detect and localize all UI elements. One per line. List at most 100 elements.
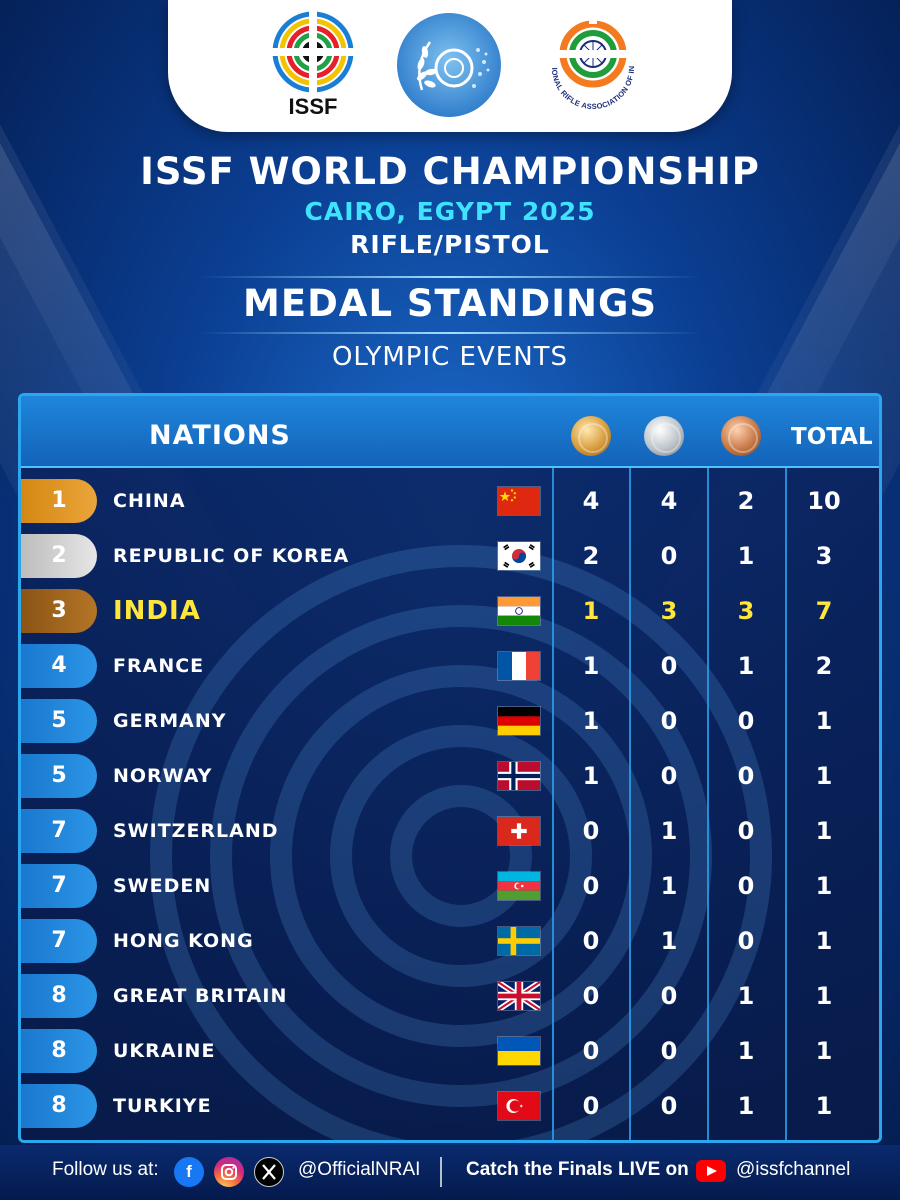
sweden-flag-icon [498,927,540,955]
table-row: 8 GREAT BRITAIN 0 0 1 1 [21,974,879,1018]
silver-count: 0 [660,982,678,1010]
gold-count: 0 [582,1092,600,1120]
gold-count: 1 [582,597,600,625]
championship-emblem [394,10,504,120]
table-header: NATIONS TOTAL [21,396,879,468]
gold-count: 2 [582,542,600,570]
gold-count: 0 [582,817,600,845]
silver-count: 0 [660,762,678,790]
column-divider [785,468,787,1140]
silver-count: 0 [660,652,678,680]
medal-table: NATIONS TOTAL 1 CHINA 4 4 2 10 2 REPUBLI… [18,393,882,1143]
table-row: 7 SWEDEN 0 1 0 1 [21,864,879,908]
divider [200,332,700,334]
bronze-count: 0 [737,707,755,735]
table-row: 4 FRANCE 1 0 1 2 [21,644,879,688]
rank-badge: 7 [21,864,97,908]
event-title: ISSF WORLD CHAMPIONSHIP [140,150,760,193]
nrai-logo: NATIONAL RIFLE ASSOCIATION OF INDIA [535,3,648,120]
bronze-medal-icon [721,416,761,456]
facebook-icon[interactable]: f [174,1157,204,1187]
column-divider [629,468,631,1140]
total-count: 7 [815,597,833,625]
germany-flag-icon [498,707,540,735]
gold-count: 1 [582,707,600,735]
total-count: 1 [815,762,833,790]
rank-badge: 4 [21,644,97,688]
issf-logo-text: ISSF [288,94,338,119]
nation-name: SWITZERLAND [113,820,279,842]
china-flag-icon [498,487,540,515]
logo-header: ISSF [168,0,732,132]
silver-count: 4 [660,487,678,515]
bronze-count: 0 [737,927,755,955]
uk-flag-icon [498,982,540,1010]
bronze-count: 1 [737,982,755,1010]
x-icon[interactable] [254,1157,284,1187]
nation-name: NORWAY [113,765,213,787]
switzerland-flag-icon [498,817,540,845]
bronze-count: 1 [737,542,755,570]
table-row: 8 TURKIYE 0 0 1 1 [21,1084,879,1128]
table-row: 7 SWITZERLAND 0 1 0 1 [21,809,879,853]
rank-badge: 8 [21,1084,97,1128]
total-count: 1 [815,817,833,845]
ukraine-flag-icon [498,1037,540,1065]
divider [200,276,700,278]
table-row: 7 HONG KONG 0 1 0 1 [21,919,879,963]
total-count: 1 [815,927,833,955]
silver-count: 1 [660,927,678,955]
nrai-handle[interactable]: @OfficialNRAI [298,1159,421,1180]
silver-count: 1 [660,872,678,900]
nation-name: HONG KONG [113,930,254,952]
catch-finals-label: Catch the Finals LIVE on [466,1159,689,1180]
total-count: 10 [807,487,841,515]
youtube-icon[interactable] [696,1160,726,1182]
silver-count: 0 [660,542,678,570]
rank-badge: 8 [21,974,97,1018]
issf-logo: ISSF [268,10,358,124]
instagram-icon[interactable] [214,1157,244,1187]
nation-name: CHINA [113,490,186,512]
nation-name: UKRAINE [113,1040,216,1062]
bronze-count: 0 [737,872,755,900]
bronze-count: 3 [737,597,755,625]
nation-name: TURKIYE [113,1095,212,1117]
bronze-count: 0 [737,817,755,845]
nations-header: NATIONS [149,420,291,451]
table-row: 2 REPUBLIC OF KOREA 2 0 1 3 [21,534,879,578]
rank-badge: 7 [21,809,97,853]
follow-label: Follow us at: [52,1159,159,1180]
gold-count: 1 [582,762,600,790]
silver-count: 1 [660,817,678,845]
table-row: 1 CHINA 4 4 2 10 [21,479,879,523]
gold-count: 0 [582,982,600,1010]
france-flag-icon [498,652,540,680]
turkey-flag-icon [498,1092,540,1120]
total-count: 2 [815,652,833,680]
silver-count: 0 [660,1037,678,1065]
table-row: 8 UKRAINE 0 0 1 1 [21,1029,879,1073]
gold-count: 4 [582,487,600,515]
youtube-handle[interactable]: @issfchannel [736,1159,851,1180]
event-location: CAIRO, EGYPT 2025 [304,197,596,226]
table-row: 3 INDIA 1 3 3 7 [21,589,879,633]
rank-badge: 5 [21,754,97,798]
gold-count: 0 [582,872,600,900]
table-row: 5 NORWAY 1 0 0 1 [21,754,879,798]
silver-count: 0 [660,707,678,735]
korea-flag-icon [498,542,540,570]
rank-badge: 3 [21,589,97,633]
page-subheading: OLYMPIC EVENTS [331,342,569,372]
rank-badge: 7 [21,919,97,963]
total-count: 1 [815,982,833,1010]
nation-name: GREAT BRITAIN [113,985,288,1007]
footer-divider [440,1157,442,1187]
bronze-count: 2 [737,487,755,515]
column-divider [707,468,709,1140]
norway-flag-icon [498,762,540,790]
bronze-count: 1 [737,1037,755,1065]
silver-count: 3 [660,597,678,625]
column-divider [552,468,554,1140]
bronze-count: 0 [737,762,755,790]
